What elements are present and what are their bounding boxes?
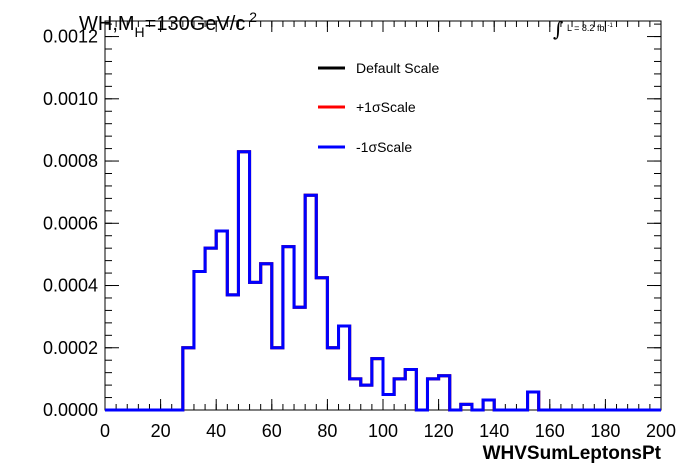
y-tick-label: 0.0008 [43,151,98,171]
y-tick-label: 0.0006 [43,213,98,233]
legend-label-0: Default Scale [356,60,439,76]
x-tick-label: 20 [151,421,171,441]
x-tick-label: 80 [317,421,337,441]
luminosity-label: ∫ L = 8.2 fb -1 [553,17,613,41]
x-tick-label: 180 [590,421,620,441]
series-layer [105,150,661,412]
plot-frame [104,20,662,411]
x-tick-label: 200 [646,421,676,441]
y-tick-label: 0.0000 [43,400,98,420]
y-tick-label: 0.0012 [43,27,98,47]
y-tick-label: 0.0002 [43,338,98,358]
luminosity-text: L = 8.2 fb -1 [567,23,613,33]
x-axis: 0 20 40 60 80 100 120 140 160 180 200 [100,21,676,441]
x-tick-label: 160 [535,421,565,441]
legend: Default Scale +1σScale -1σScale [318,60,439,155]
x-tick-label: 100 [368,421,398,441]
y-tick-label: 0.0010 [43,89,98,109]
legend-label-1: +1σScale [356,99,416,115]
integral-sign: ∫ [553,17,563,41]
series-line-2 [105,150,661,412]
x-tick-label: 40 [206,421,226,441]
x-tick-label: 60 [262,421,282,441]
luminosity-exponent: -1 [607,23,613,29]
chart-title-subscript: H [135,24,145,40]
luminosity-value: L = 8.2 fb [567,23,604,33]
legend-label-2: -1σScale [356,139,412,155]
y-axis: 0.0000 0.0002 0.0004 0.0006 0.0008 0.0010 0.00… [43,23,661,420]
x-axis-label: WHVSumLeptonsPt [483,443,662,464]
chart-title-rest: =130GeV/c [145,13,246,35]
y-tick-label: 0.0004 [43,276,98,296]
x-tick-label: 140 [479,421,509,441]
chart-title-superscript: 2 [249,9,257,25]
x-tick-label: 120 [424,421,454,441]
x-tick-label: 0 [100,421,110,441]
